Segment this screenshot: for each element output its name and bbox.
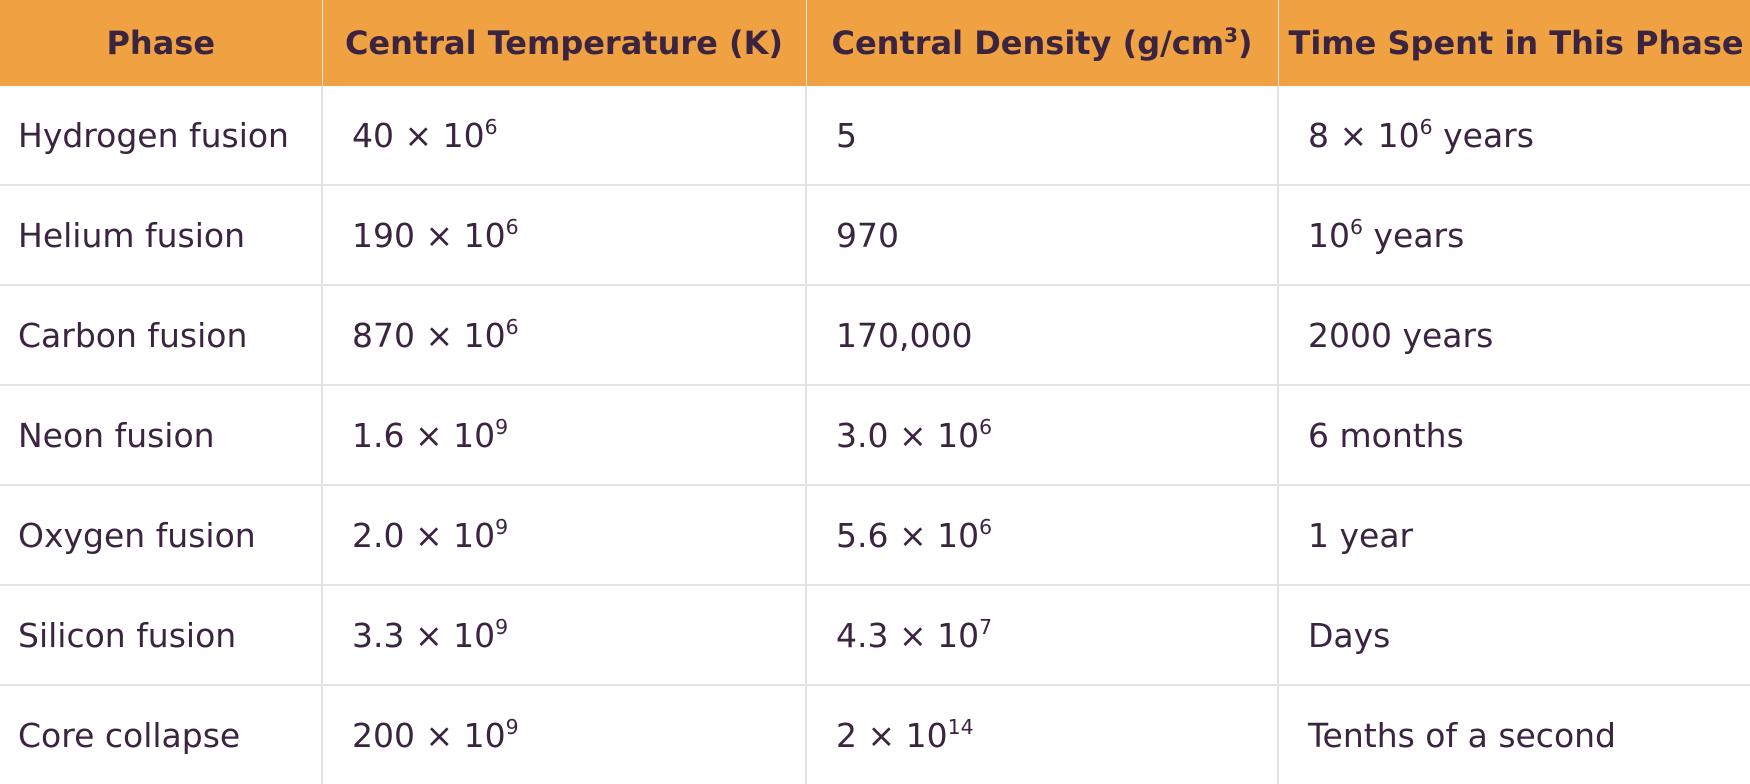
temperature-exponent: 6 [505,314,519,339]
time-exponent: 6 [1350,214,1364,239]
cell-phase: Carbon fusion [0,285,323,386]
temperature-base: 870 × 10 [352,315,506,355]
cell-time-spent: 2000 years [1278,285,1750,386]
table-row: Neon fusion 1.6 × 109 3.0 × 106 6 months [0,385,1750,486]
table-row: Silicon fusion 3.3 × 109 4.3 × 107 Days [0,585,1750,686]
time-pre: 8 × 10 [1308,115,1420,155]
density-base: 170,000 [836,315,973,355]
time-pre: 10 [1308,215,1350,255]
cell-phase: Hydrogen fusion [0,86,323,186]
table-header: Phase Central Temperature (K) Central De… [0,0,1750,86]
phase-text: Helium fusion [18,215,246,255]
cell-central-temperature: 1.6 × 109 [322,385,807,486]
phase-text: Oxygen fusion [18,515,256,555]
time-pre: 2000 years [1308,315,1494,355]
header-central-density: Central Density (g/cm3) [806,0,1279,86]
density-base: 5.6 × 10 [836,515,980,555]
cell-central-temperature: 2.0 × 109 [322,485,807,586]
cell-central-density: 4.3 × 107 [806,585,1279,686]
temperature-exponent: 9 [495,414,509,439]
temperature-exponent: 9 [495,514,509,539]
temperature-base: 190 × 10 [352,215,506,255]
header-row: Phase Central Temperature (K) Central De… [0,0,1750,86]
temperature-exponent: 6 [505,214,519,239]
cell-central-temperature: 3.3 × 109 [322,585,807,686]
cell-time-spent: 106 years [1278,185,1750,286]
header-density-exponent: 3 [1224,23,1238,47]
header-density-text: Central Density (g/cm [831,24,1225,62]
time-post: years [1432,115,1534,155]
time-pre: 1 year [1308,515,1414,555]
density-base: 970 [836,215,899,255]
cell-phase: Oxygen fusion [0,485,323,586]
cell-time-spent: 6 months [1278,385,1750,486]
table-body: Hydrogen fusion 40 × 106 5 8 × 106 years Hel… [0,86,1750,784]
cell-time-spent: Days [1278,585,1750,686]
cell-central-density: 5.6 × 106 [806,485,1279,586]
temperature-exponent: 9 [495,614,509,639]
header-density-close: ) [1237,24,1253,62]
temperature-base: 200 × 10 [352,715,506,755]
cell-phase: Helium fusion [0,185,323,286]
header-time-spent: Time Spent in This Phase [1278,0,1750,86]
time-pre: Tenths of a second [1308,715,1617,755]
cell-phase: Silicon fusion [0,585,323,686]
temperature-base: 2.0 × 10 [352,515,496,555]
cell-central-density: 5 [806,86,1279,186]
phase-text: Hydrogen fusion [18,115,289,155]
temperature-exponent: 6 [484,114,498,139]
temperature-exponent: 9 [505,714,519,739]
phase-text: Core collapse [18,715,241,755]
cell-central-temperature: 40 × 106 [322,86,807,186]
table-row: Hydrogen fusion 40 × 106 5 8 × 106 years [0,86,1750,186]
cell-central-density: 970 [806,185,1279,286]
phase-text: Silicon fusion [18,615,237,655]
cell-phase: Core collapse [0,685,323,784]
density-base: 2 × 10 [836,715,948,755]
density-base: 3.0 × 10 [836,415,980,455]
density-exponent: 6 [979,414,993,439]
table-row: Oxygen fusion 2.0 × 109 5.6 × 106 1 year [0,485,1750,586]
time-post: years [1363,215,1465,255]
temperature-base: 3.3 × 10 [352,615,496,655]
cell-central-temperature: 870 × 106 [322,285,807,386]
density-base: 4.3 × 10 [836,615,980,655]
phase-text: Neon fusion [18,415,215,455]
temperature-base: 1.6 × 10 [352,415,496,455]
cell-phase: Neon fusion [0,385,323,486]
temperature-base: 40 × 10 [352,115,485,155]
density-exponent: 14 [947,714,974,739]
time-pre: 6 months [1308,415,1464,455]
table-row: Carbon fusion 870 × 106 170,000 2000 years [0,285,1750,386]
cell-central-density: 2 × 1014 [806,685,1279,784]
density-exponent: 6 [979,514,993,539]
cell-central-temperature: 200 × 109 [322,685,807,784]
header-phase: Phase [0,0,323,86]
cell-time-spent: 1 year [1278,485,1750,586]
cell-central-density: 3.0 × 106 [806,385,1279,486]
time-exponent: 6 [1419,114,1433,139]
density-exponent: 7 [979,614,993,639]
cell-central-temperature: 190 × 106 [322,185,807,286]
time-pre: Days [1308,615,1391,655]
density-base: 5 [836,115,857,155]
cell-central-density: 170,000 [806,285,1279,386]
table-row: Helium fusion 190 × 106 970 106 years [0,185,1750,286]
table-row: Core collapse 200 × 109 2 × 1014 Tenths of … [0,685,1750,784]
cell-time-spent: Tenths of a second [1278,685,1750,784]
phase-text: Carbon fusion [18,315,248,355]
cell-time-spent: 8 × 106 years [1278,86,1750,186]
header-central-temperature: Central Temperature (K) [322,0,807,86]
